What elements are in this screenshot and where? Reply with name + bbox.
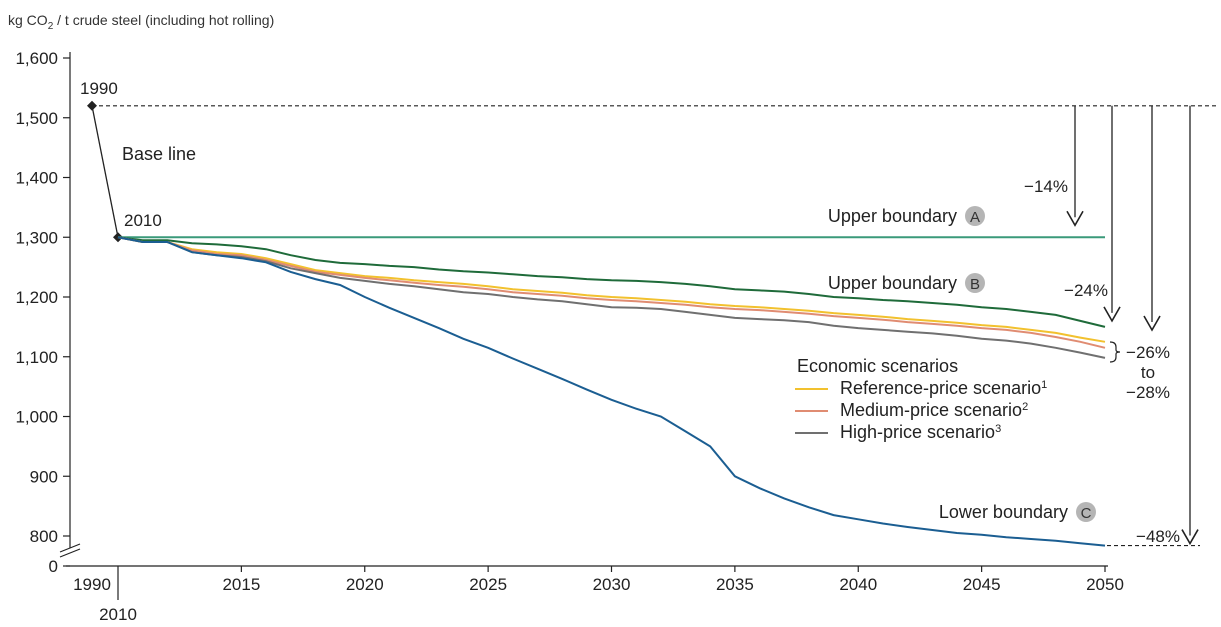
range-label-line2: to [1141, 363, 1155, 382]
legend-label-footnote: 2 [1022, 401, 1028, 413]
boundary-badge-letter: A [970, 209, 980, 226]
reduction-arrow-head [1181, 529, 1199, 546]
y-tick-label: 1,000 [15, 408, 58, 427]
y-tick-label: 800 [30, 527, 58, 546]
range-label-line3: −28% [1126, 383, 1170, 402]
baseline-point-label: 1990 [80, 79, 118, 98]
y-tick-label: 1,500 [15, 109, 58, 128]
series-line-ref [117, 236, 1106, 343]
series-line-high [117, 236, 1106, 359]
legend-label: Medium-price scenario2 [840, 400, 1028, 420]
series-lines [87, 100, 1106, 547]
x-tick-label: 2015 [222, 575, 260, 594]
baseline-line [91, 105, 119, 238]
reduction-label: −24% [1064, 281, 1108, 300]
legend-label: Reference-price scenario1 [840, 378, 1047, 398]
boundary-badge-letter: B [970, 276, 980, 293]
y-tick-label: 0 [49, 557, 58, 576]
boundary-badge [965, 273, 985, 293]
y-tick-label: 1,100 [15, 348, 58, 367]
boundary-badge-letter: C [1081, 505, 1092, 522]
annotations: 1990 2010 Base line Upper boundary A Upper bo… [80, 79, 1218, 547]
reduction-label: −48% [1136, 527, 1180, 546]
baseline-point-label: 2010 [124, 211, 162, 230]
series-line-B [117, 236, 1106, 328]
y-tick-label: 1,400 [15, 169, 58, 188]
x-tick-label: 2025 [469, 575, 507, 594]
reduction-arrow-head [1103, 306, 1121, 323]
axes: 1990 2010 2015 2020 2025 2030 2035 2040 2045 2050 [59, 52, 1124, 624]
boundary-label: Upper boundary [828, 206, 957, 226]
y-axis-break-mark [59, 543, 81, 553]
y-axis-break-mark [59, 548, 81, 558]
x-tick-label: 2050 [1086, 575, 1124, 594]
y-tick-label: 900 [30, 467, 58, 486]
reduction-label: −14% [1024, 177, 1068, 196]
y-tick-label: 1,300 [15, 228, 58, 247]
reduction-arrow-head [1143, 315, 1161, 332]
y-axis-title: kg CO2 / t crude steel (including hot ro… [8, 12, 275, 32]
x-tick-label: 2040 [839, 575, 877, 594]
x-tick-label: 2020 [346, 575, 384, 594]
x-tick-label: 2010 [99, 605, 137, 624]
legend-label-footnote: 1 [1041, 379, 1047, 391]
legend-title: Economic scenarios [797, 356, 958, 376]
series-line-C [117, 236, 1106, 547]
y-tick-label: 1,600 [15, 49, 58, 68]
x-tick-label: 1990 [73, 575, 111, 594]
x-tick-label: 2045 [963, 575, 1001, 594]
legend-label-footnote: 3 [995, 423, 1001, 435]
x-tick-label: 2035 [716, 575, 754, 594]
baseline-label: Base line [122, 144, 196, 164]
boundary-badge [1076, 502, 1096, 522]
x-tick-label: 2030 [593, 575, 631, 594]
boundary-label: Upper boundary [828, 273, 957, 293]
range-label-line1: −26% [1126, 343, 1170, 362]
boundary-label: Lower boundary [939, 502, 1068, 522]
reduction-arrow-head [1066, 210, 1084, 227]
series-line-med [117, 236, 1106, 349]
legend-label: High-price scenario3 [840, 422, 1001, 442]
range-brace [1109, 341, 1121, 363]
boundary-badge [965, 206, 985, 226]
y-tick-label: 1,200 [15, 288, 58, 307]
y-ticks: 1,600 1,500 1,400 1,300 1,200 1,100 1,000 900 80… [15, 49, 70, 576]
